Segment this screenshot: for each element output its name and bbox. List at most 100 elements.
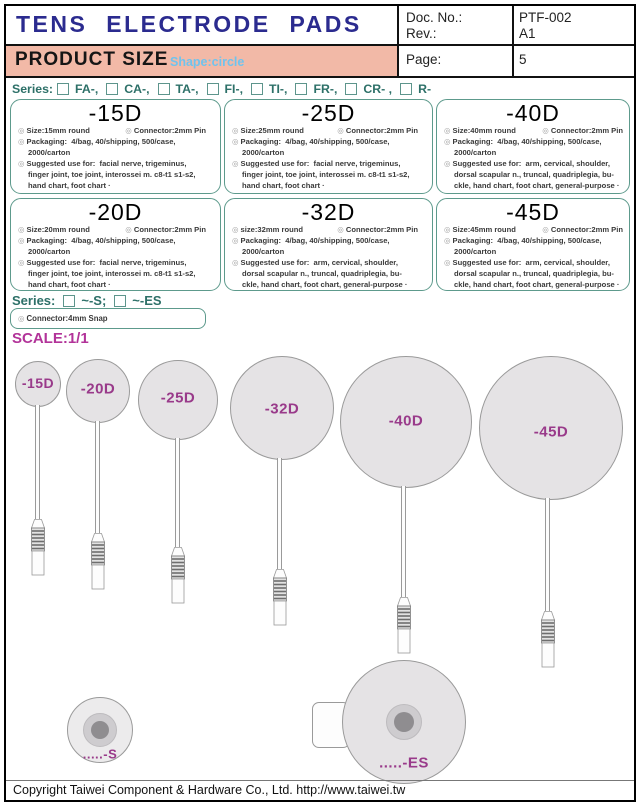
snap-pad-es-ring [386,704,422,740]
spec-packaging: Packaging: 4/bag, 40/shipping, 500/case, [452,236,602,245]
bullet-icon: ◎ [18,314,25,323]
shape-badge: Shape:circle [170,55,245,69]
spec-use-3: hand chart, foot chart · [242,181,325,190]
spec-connector: Connector:2mm Pin [550,225,623,234]
snap-connector-box: ◎ Connector:4mm Snap [10,308,206,329]
spec-use-2: finger joint, toe joint, interossei m. c… [28,170,196,179]
spec-box-40d: -40D ◎ Size:40mm round ◎ Connector:2mm Pin… [436,99,630,194]
page-label: Page: [406,52,442,67]
bullet-icon: ◎ [18,126,25,135]
pin-connector-45d [540,611,556,668]
spec-box-32d: -32D ◎ size:32mm round ◎ Connector:2mm Pin… [224,198,433,291]
spec-title: -32D [301,199,356,225]
pin-connector-32d [272,569,288,626]
series-option-r: R- [418,82,432,96]
bullet-icon: ◎ [232,159,239,168]
spec-packaging: Packaging: 4/bag, 40/shipping, 500/case, [240,137,390,146]
pad-circle-40d [340,356,472,488]
bullet-icon: ◎ [444,236,451,245]
spec-title: -15D [88,100,143,126]
bullet-icon: ◎ [444,126,451,135]
pin-connector-25d [170,547,186,604]
snap-pad-s-label: .....-S [82,746,118,762]
bullet-icon: ◎ [18,258,25,267]
bullet-icon: ◎ [542,225,549,234]
checkbox-s[interactable] [63,294,76,307]
rev-value: A1 [519,26,536,41]
spec-packaging-2: 2000/carton [28,148,71,157]
checkbox-r[interactable] [400,83,413,95]
pad-circle-15d [15,361,61,407]
product-size-band [6,46,397,76]
pad-circle-25d [138,360,218,440]
series-option-ca: CA-, [124,82,150,96]
bullet-icon: ◎ [18,137,25,146]
snap-pad-es-label: .....-ES [379,754,429,772]
checkbox-ca[interactable] [106,83,119,95]
spec-size: Size:20mm round [26,225,90,234]
series-option-cr: CR- , [363,82,393,96]
bullet-icon: ◎ [337,225,344,234]
checkbox-cr[interactable] [345,83,358,95]
doc-no-label: Doc. No.: [406,10,463,25]
pad-circle-32d [230,356,334,460]
page-title: TENS ELECTRODE PADS [16,11,362,37]
checkbox-es[interactable] [114,294,127,307]
spec-use-1: Suggested use for: facial nerve, trigemi… [26,159,187,168]
spec-use-3: ckle, hand chart, foot chart, general-pu… [454,181,620,190]
spec-packaging-2: 2000/carton [242,247,285,256]
header-divider-1 [5,44,635,46]
checkbox-fa[interactable] [57,83,70,95]
page-value: 5 [519,52,527,67]
wire-40d [401,486,406,597]
snap-connector-text: Connector:4mm Snap [26,314,108,323]
doc-no-value: PTF-002 [519,10,572,25]
header-divider-2 [5,76,635,78]
checkbox-ti[interactable] [251,83,263,95]
pad-circle-45d [479,356,623,500]
spec-connector: Connector:2mm Pin [345,126,418,135]
spec-box-15d: -15D ◎ Size:15mm round ◎ Connector:2mm Pin… [10,99,221,194]
bullet-icon: ◎ [18,159,25,168]
series-row-2: Series: ~-S; ~-ES [12,293,162,308]
series-option-fi: FI-, [224,82,243,96]
pad-label-15d: -15D [21,375,55,391]
bullet-icon: ◎ [18,236,25,245]
spec-title: -20D [88,199,143,225]
spec-packaging-2: 2000/carton [242,148,285,157]
series2-option-es: ~-ES [132,293,162,308]
checkbox-ta[interactable] [157,83,170,95]
checkbox-fr[interactable] [295,83,308,95]
spec-use-2: dorsal scapular n., truncal, quadriplegi… [454,170,614,179]
snap-pad-s-stud [91,721,109,739]
wire-45d [545,498,550,611]
spec-use-3: hand chart, foot chart · [28,280,111,289]
spec-connector: Connector:2mm Pin [133,126,206,135]
spec-packaging-2: 2000/carton [454,247,497,256]
snap-pad-es-stud [394,712,414,732]
spec-use-1: Suggested use for: arm, cervical, should… [452,258,610,267]
bullet-icon: ◎ [337,126,344,135]
spec-use-1: Suggested use for: facial nerve, trigemi… [240,159,401,168]
spec-title: -25D [301,100,356,126]
checkbox-fi[interactable] [206,83,219,95]
spec-size: size:32mm round [240,225,303,234]
bullet-icon: ◎ [232,236,239,245]
bullet-icon: ◎ [18,225,25,234]
doc-table-divider-2 [512,6,514,77]
spec-packaging: Packaging: 4/bag, 40/shipping, 500/case, [26,236,176,245]
spec-use-3: ckle, hand chart, foot chart, general-pu… [242,280,408,289]
bullet-icon: ◎ [232,225,239,234]
series-row: Series: FA-, CA-, TA-, FI-, TI-, FR-, CR- , R- [12,82,431,96]
wire-15d [35,405,40,519]
pad-label-32d: -32D [264,400,300,418]
bullet-icon: ◎ [444,225,451,234]
bullet-icon: ◎ [444,159,451,168]
spec-use-1: Suggested use for: arm, cervical, should… [452,159,610,168]
spec-box-20d: -20D ◎ Size:20mm round ◎ Connector:2mm Pin… [10,198,221,291]
spec-connector: Connector:2mm Pin [133,225,206,234]
spec-packaging-2: 2000/carton [28,247,71,256]
spec-packaging: Packaging: 4/bag, 40/shipping, 500/case, [452,137,602,146]
spec-use-1: Suggested use for: facial nerve, trigemi… [26,258,187,267]
spec-size: Size:15mm round [26,126,90,135]
